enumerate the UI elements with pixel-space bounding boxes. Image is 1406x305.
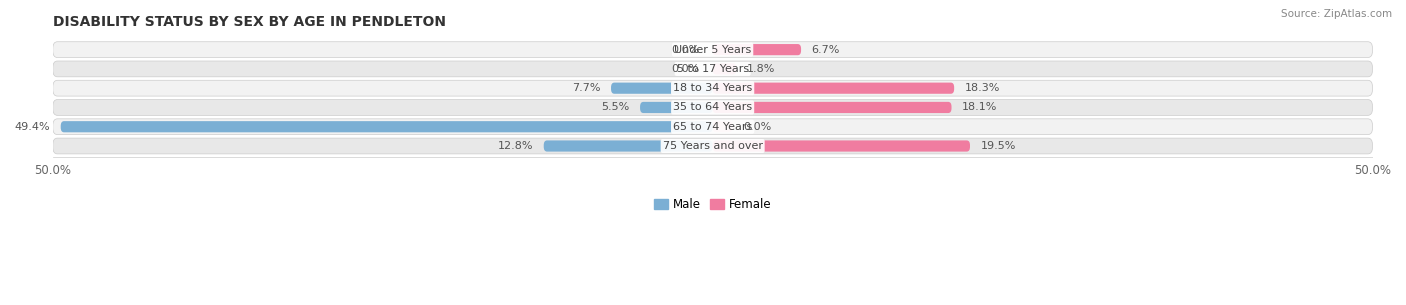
Text: 65 to 74 Years: 65 to 74 Years xyxy=(673,122,752,132)
Text: 12.8%: 12.8% xyxy=(498,141,533,151)
Text: 75 Years and over: 75 Years and over xyxy=(662,141,762,151)
FancyBboxPatch shape xyxy=(53,99,1372,115)
Text: 35 to 64 Years: 35 to 64 Years xyxy=(673,102,752,113)
Text: 18.3%: 18.3% xyxy=(965,83,1000,93)
Text: 49.4%: 49.4% xyxy=(14,122,51,132)
Text: DISABILITY STATUS BY SEX BY AGE IN PENDLETON: DISABILITY STATUS BY SEX BY AGE IN PENDL… xyxy=(53,15,446,29)
Text: 19.5%: 19.5% xyxy=(980,141,1017,151)
FancyBboxPatch shape xyxy=(53,138,1372,154)
FancyBboxPatch shape xyxy=(53,42,1372,58)
FancyBboxPatch shape xyxy=(640,102,713,113)
FancyBboxPatch shape xyxy=(713,121,733,132)
Text: Source: ZipAtlas.com: Source: ZipAtlas.com xyxy=(1281,9,1392,19)
Text: 5 to 17 Years: 5 to 17 Years xyxy=(676,64,749,74)
FancyBboxPatch shape xyxy=(53,80,1372,96)
FancyBboxPatch shape xyxy=(60,121,713,132)
FancyBboxPatch shape xyxy=(713,44,801,55)
Text: 18 to 34 Years: 18 to 34 Years xyxy=(673,83,752,93)
Text: 6.7%: 6.7% xyxy=(811,45,839,55)
Text: 1.8%: 1.8% xyxy=(747,64,775,74)
Text: Under 5 Years: Under 5 Years xyxy=(673,45,751,55)
FancyBboxPatch shape xyxy=(713,63,737,74)
FancyBboxPatch shape xyxy=(53,61,1372,77)
Text: 7.7%: 7.7% xyxy=(572,83,600,93)
FancyBboxPatch shape xyxy=(713,102,952,113)
Text: 0.0%: 0.0% xyxy=(671,45,699,55)
FancyBboxPatch shape xyxy=(544,140,713,152)
FancyBboxPatch shape xyxy=(713,140,970,152)
FancyBboxPatch shape xyxy=(53,119,1372,135)
Legend: Male, Female: Male, Female xyxy=(650,193,776,216)
Text: 0.0%: 0.0% xyxy=(742,122,772,132)
Text: 5.5%: 5.5% xyxy=(602,102,630,113)
Text: 0.0%: 0.0% xyxy=(671,64,699,74)
FancyBboxPatch shape xyxy=(713,83,955,94)
FancyBboxPatch shape xyxy=(612,83,713,94)
Text: 18.1%: 18.1% xyxy=(962,102,997,113)
